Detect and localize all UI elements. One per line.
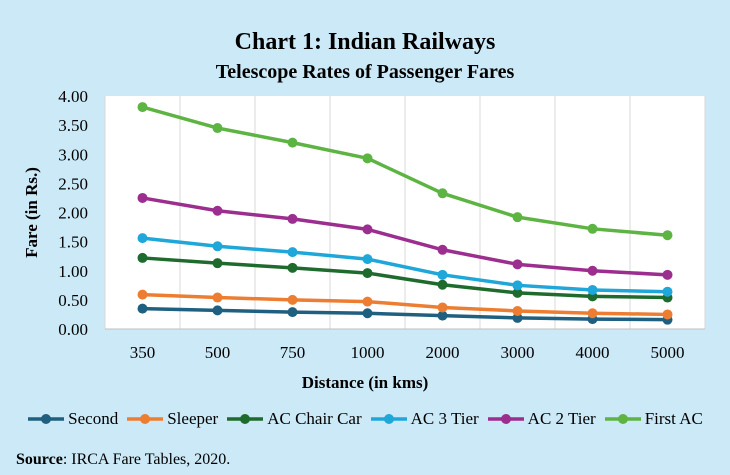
legend-swatch (604, 411, 642, 427)
legend-label: Second (68, 409, 119, 428)
data-point (437, 302, 448, 313)
x-tick-label: 500 (205, 343, 231, 362)
series-line (142, 292, 668, 317)
source-label: Source (16, 451, 63, 468)
legend-label: First AC (644, 409, 703, 428)
source-note: Source: IRCA Fare Tables, 2020. (16, 451, 230, 469)
data-point (512, 312, 523, 323)
series-line (142, 306, 668, 322)
y-tick-label: 4.00 (58, 87, 88, 106)
data-point (437, 188, 448, 199)
legend-item: AC 3 Tier (370, 409, 479, 429)
x-tick-label: 5000 (651, 343, 685, 362)
chart-subtitle: Telescope Rates of Passenger Fares (215, 61, 515, 83)
data-point (362, 153, 373, 164)
data-point (137, 252, 148, 263)
data-point (362, 308, 373, 319)
series-line (142, 256, 668, 300)
chart-title: Chart 1: Indian Railways (234, 29, 496, 55)
data-point (212, 123, 223, 134)
y-tick-label: 0.00 (58, 320, 88, 339)
line-chart: 0.00 0.50 1.00 1.50 2.00 2.50 3.00 3.50 4.00 350 5… (22, 87, 706, 392)
data-point (512, 259, 523, 270)
data-point (287, 137, 298, 148)
data-point (287, 262, 298, 273)
data-point (437, 310, 448, 321)
data-point (137, 303, 148, 314)
chart-legend: Second Sleeper AC Chair Car AC 3 Tier AC 2 T… (0, 409, 730, 429)
legend-item: AC Chair Car (226, 409, 362, 429)
data-point (212, 241, 223, 252)
data-point (362, 254, 373, 265)
data-point (137, 289, 148, 300)
data-point (362, 268, 373, 279)
legend-item: AC 2 Tier (487, 409, 596, 429)
x-tick-label: 2000 (426, 343, 460, 362)
data-point (137, 233, 148, 244)
x-tick-label: 750 (280, 343, 306, 362)
y-tick-label: 1.50 (58, 233, 88, 252)
data-point (437, 279, 448, 290)
data-point (287, 307, 298, 318)
data-point (662, 269, 673, 280)
data-point (362, 224, 373, 235)
legend-label: AC 3 Tier (410, 409, 479, 428)
data-point (212, 292, 223, 303)
y-tick-label: 2.50 (58, 174, 88, 193)
series-line (142, 105, 668, 237)
data-point (287, 294, 298, 305)
data-point (662, 286, 673, 297)
data-point (287, 247, 298, 258)
legend-swatch (27, 411, 65, 427)
legend-swatch (126, 411, 164, 427)
data-point (287, 213, 298, 224)
y-tick-label: 1.00 (58, 262, 88, 281)
x-tick-label: 4000 (576, 343, 610, 362)
y-axis-title: Fare (in Rs.) (22, 167, 41, 258)
data-point (137, 192, 148, 203)
data-point (512, 212, 523, 223)
legend-item: Sleeper (126, 409, 218, 429)
x-tick-label: 1000 (351, 343, 385, 362)
y-tick-label: 3.00 (58, 145, 88, 164)
x-tick-label: 3000 (501, 343, 535, 362)
data-point (212, 258, 223, 269)
data-point (437, 244, 448, 255)
legend-swatch (487, 411, 525, 427)
legend-swatch (226, 411, 264, 427)
data-point (662, 309, 673, 320)
source-text: : IRCA Fare Tables, 2020. (62, 451, 231, 468)
legend-item: First AC (604, 409, 703, 429)
legend-label: AC 2 Tier (527, 409, 596, 428)
legend-swatch (370, 411, 408, 427)
legend-item: Second (27, 409, 118, 429)
data-point (587, 223, 598, 234)
data-point (512, 305, 523, 316)
y-tick-label: 2.00 (58, 204, 88, 223)
data-point (212, 305, 223, 316)
series-line (142, 236, 668, 294)
data-point (662, 230, 673, 241)
data-point (587, 308, 598, 319)
y-tick-label: 0.50 (58, 291, 88, 310)
data-point (137, 102, 148, 113)
data-point (362, 296, 373, 307)
data-point (587, 265, 598, 276)
data-point (212, 205, 223, 216)
data-point (437, 269, 448, 280)
data-point (512, 287, 523, 298)
legend-label: Sleeper (167, 409, 219, 428)
x-axis-title: Distance (in kms) (302, 373, 429, 392)
data-point (512, 280, 523, 291)
legend-label: AC Chair Car (267, 409, 362, 428)
data-point (587, 284, 598, 295)
y-tick-label: 3.50 (58, 116, 88, 135)
x-tick-label: 350 (130, 343, 156, 362)
series-line (142, 196, 668, 277)
